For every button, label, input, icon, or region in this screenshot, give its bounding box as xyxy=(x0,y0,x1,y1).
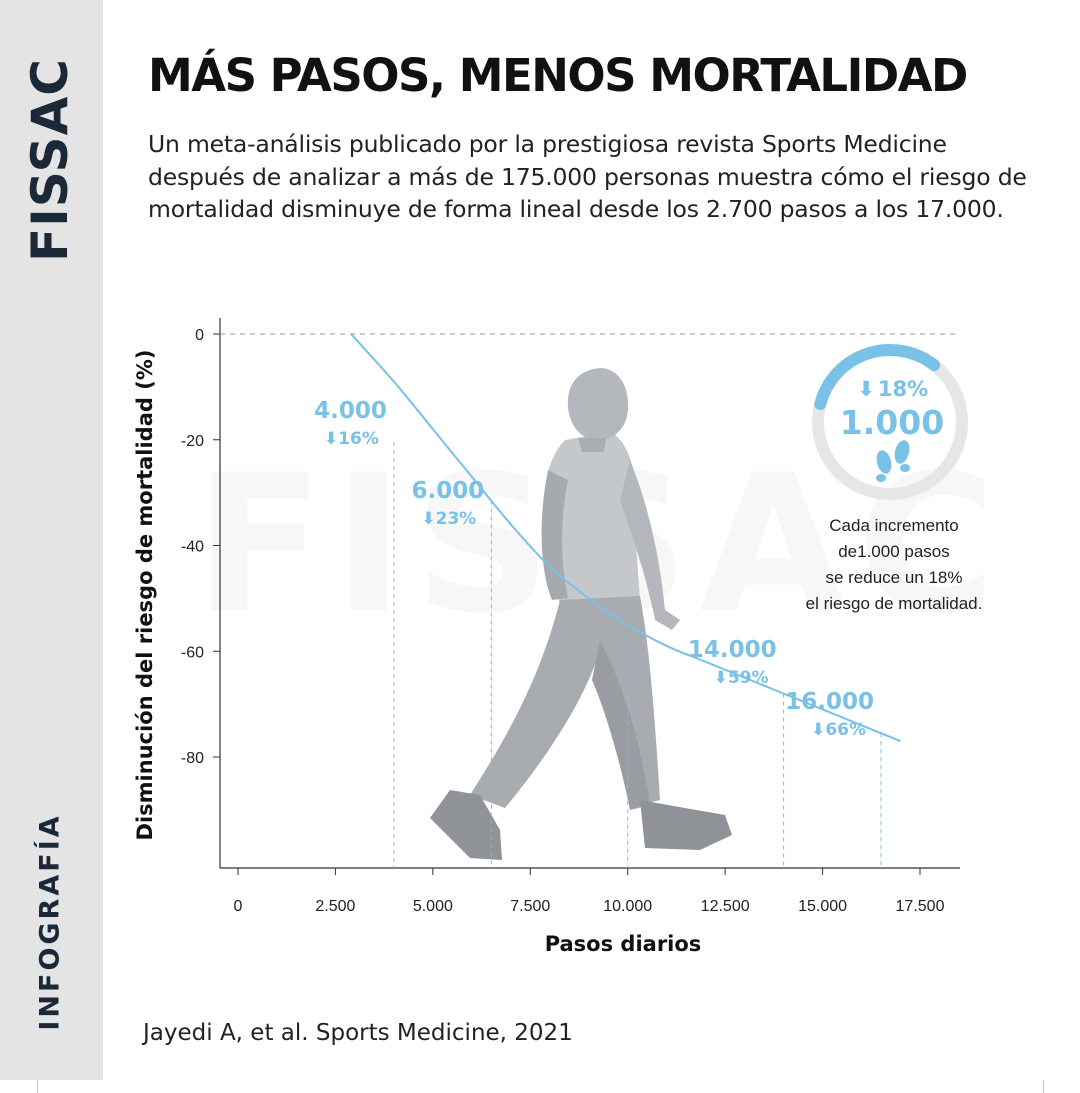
intro-text: Un meta-análisis publicado por la presti… xyxy=(148,130,1027,223)
plot-area: 0 2.500 5.000 7.500 10.000 12.500 15.000 17.500… xyxy=(181,318,960,915)
ring-note-line: el riesgo de mortalidad. xyxy=(806,594,983,613)
callout-percent: ⬇16% xyxy=(324,429,379,449)
ring-note-line: se reduce un 18% xyxy=(825,568,962,587)
y-ticks: 0 -20 -40 -60 -80 xyxy=(181,327,220,767)
ring-progress-arc xyxy=(814,344,941,411)
callout-steps-label: 4.000 xyxy=(314,398,387,424)
callout-steps-label: 16.000 xyxy=(785,689,874,715)
footprints-icon xyxy=(876,440,910,482)
x-axis-title: Pasos diarios xyxy=(545,932,702,956)
callout-percent: ⬇66% xyxy=(811,720,866,740)
ring-percent: 18% xyxy=(878,377,928,401)
y-tick-label: 0 xyxy=(195,327,204,344)
y-tick-label: -20 xyxy=(181,433,204,450)
callouts: 4.000 ⬇16% 6.000 ⬇23% 14.000 ⬇59% 16.000 ⬇66% xyxy=(314,398,874,740)
x-ticks: 0 2.500 5.000 7.500 10.000 12.500 15.000 17.500 xyxy=(234,868,945,915)
y-tick-label: -80 xyxy=(181,750,204,767)
x-tick-label: 7.500 xyxy=(510,898,550,915)
ring-steps: 1.000 xyxy=(840,403,944,442)
ring-arrow-icon: ⬇ xyxy=(857,377,875,401)
y-axis-title: Disminución del riesgo de mortalidad (%) xyxy=(133,350,157,841)
crop-mark xyxy=(37,1080,38,1093)
series-line xyxy=(350,333,901,743)
guide-lines xyxy=(393,441,882,868)
x-tick-label: 17.500 xyxy=(896,898,945,915)
x-tick-label: 0 xyxy=(234,898,243,915)
page-title: MÁS PASOS, MENOS MORTALIDAD xyxy=(148,49,968,102)
source-citation: Jayedi A, et al. Sports Medicine, 2021 xyxy=(143,1020,573,1046)
x-tick-label: 2.500 xyxy=(315,898,355,915)
callout-percent: ⬇59% xyxy=(714,668,769,688)
x-tick-label: 10.000 xyxy=(603,898,652,915)
callout-steps-label: 6.000 xyxy=(412,478,485,504)
callout-steps-label: 14.000 xyxy=(688,637,777,663)
side-band xyxy=(0,0,103,1080)
ring-note-line: Cada incremento xyxy=(829,516,958,535)
ring-note: Cada incremento de1.000 pasos se reduce un… xyxy=(806,516,983,613)
callout-percent: ⬇23% xyxy=(421,509,476,529)
x-tick-label: 12.500 xyxy=(701,898,750,915)
y-tick-label: -40 xyxy=(181,539,204,556)
crop-mark xyxy=(1043,1080,1044,1093)
y-tick-label: -60 xyxy=(181,644,204,661)
progress-ring: ⬇ 18% 1.000 Cada incremento de1.000 pasos… xyxy=(806,344,983,613)
x-tick-label: 5.000 xyxy=(413,898,453,915)
walking-man-icon xyxy=(430,368,732,860)
ring-note-line: de1.000 pasos xyxy=(838,542,950,561)
x-tick-label: 15.000 xyxy=(798,898,847,915)
